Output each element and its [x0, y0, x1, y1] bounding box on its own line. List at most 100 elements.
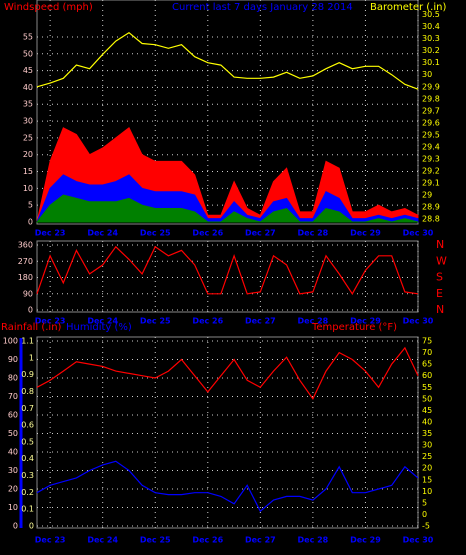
y-tick-label: 50	[8, 429, 18, 438]
y3-tick-label: 0.5	[21, 437, 34, 446]
y2-tick-label: 28.9	[422, 202, 440, 211]
y2-tick-label: E	[436, 287, 443, 300]
y-tick-label: 45	[23, 66, 33, 75]
y-tick-label: 100	[3, 337, 18, 346]
y-tick-label: 15	[23, 167, 33, 176]
y2-label: Barometer (.in)	[370, 2, 446, 13]
x-tick-label: Dec 28	[298, 317, 329, 326]
x-tick-label: Dec 23	[35, 317, 66, 326]
y2-tick-label: 29.5	[422, 130, 440, 139]
plot-frame	[36, 0, 419, 225]
x-tick-label: Dec 23	[35, 536, 66, 545]
y2-tick-label: 30.2	[422, 46, 440, 55]
y2-tick-label: 70	[422, 348, 432, 357]
y-tick-label: 0	[13, 522, 18, 531]
y2-tick-label: 75	[422, 337, 432, 346]
y2-tick-label: 30	[422, 70, 432, 79]
y-tick-label: 30	[8, 466, 18, 475]
y-tick-label: 180	[18, 273, 33, 282]
y3-tick-label: 1.1	[21, 337, 34, 346]
y2-tick-label: 29.7	[422, 106, 440, 115]
y2-tick-label: 65	[422, 360, 432, 369]
x-tick-label: Dec 25	[140, 229, 171, 238]
x-tick-label: Dec 30	[403, 317, 434, 326]
y-tick-label: 35	[23, 100, 33, 109]
y3-tick-label: 0	[29, 522, 34, 531]
y2-tick-label: 40	[422, 417, 432, 426]
y-tick-label: 40	[8, 448, 18, 457]
y2-tick-label: 0	[422, 510, 427, 519]
y-tick-label: 270	[18, 257, 33, 266]
y3-tick-label: 0.3	[21, 471, 34, 480]
x-tick-label: Dec 28	[298, 229, 329, 238]
y3-tick-label: 0.2	[21, 488, 34, 497]
y-tick-label: 10	[23, 184, 33, 193]
y2-tick-label: S	[436, 271, 443, 284]
y2-tick-label: 28.8	[422, 214, 440, 223]
y2-label: Temperature (°F)	[311, 322, 397, 333]
y2-tick-label: 29.8	[422, 94, 440, 103]
y-tick-label: 40	[23, 83, 33, 92]
y2-tick-label: 30.4	[422, 22, 440, 31]
y-label: Windspeed (mph)	[4, 2, 93, 13]
x-tick-label: Dec 24	[87, 536, 118, 545]
x-tick-label: Dec 26	[192, 317, 223, 326]
line-series	[36, 245, 419, 295]
y-tick-label: 20	[23, 150, 33, 159]
y2-tick-label: 15	[422, 475, 432, 484]
x-tick-label: Dec 26	[192, 536, 223, 545]
y2-tick-label: 29.4	[422, 142, 440, 151]
x-tick-label: Dec 29	[350, 229, 381, 238]
y2-tick-label: 50	[422, 394, 432, 403]
y-tick-label: 80	[8, 374, 18, 383]
y3-tick-label: 0.4	[21, 454, 34, 463]
y2-tick-label: 5	[422, 498, 427, 507]
line-series	[36, 346, 419, 400]
y2-tick-label: W	[436, 254, 447, 267]
x-tick-label: Dec 24	[87, 229, 118, 238]
y-tick-label: 70	[8, 392, 18, 401]
y3-tick-label: 0.1	[21, 505, 34, 514]
x-tick-label: Dec 28	[298, 536, 329, 545]
x-tick-label: Dec 29	[350, 536, 381, 545]
y2-tick-label: 29.6	[422, 118, 440, 127]
x-tick-label: Dec 27	[245, 317, 276, 326]
y-label: Humidity (%)	[66, 322, 132, 333]
y2-tick-label: 35	[422, 429, 432, 438]
x-tick-label: Dec 23	[35, 229, 66, 238]
x-tick-label: Dec 27	[245, 536, 276, 545]
y2-tick-label: 55	[422, 383, 432, 392]
y-tick-label: 20	[8, 485, 18, 494]
y-tick-label: 360	[18, 241, 33, 250]
y-tick-label: 5	[28, 201, 33, 210]
line-series	[36, 460, 419, 513]
y2-tick-label: 10	[422, 487, 432, 496]
y3-tick-label: 0.7	[21, 404, 34, 413]
y2-tick-label: 29.3	[422, 154, 440, 163]
y2-tick-label: 30.1	[422, 58, 440, 67]
area-series	[35, 194, 419, 223]
y-tick-label: 30	[23, 117, 33, 126]
y-tick-label: 10	[8, 503, 18, 512]
y2-tick-label: 45	[422, 406, 432, 415]
y-tick-label: 60	[8, 411, 18, 420]
y2-tick-label: -5	[422, 522, 430, 531]
y2-tick-label: 29.1	[422, 178, 440, 187]
y2-tick-label: 25	[422, 452, 432, 461]
y3-tick-label: 0.8	[21, 387, 34, 396]
y-tick-label: 25	[23, 133, 33, 142]
y2-tick-label: 29	[422, 190, 432, 199]
y2-tick-label: 30.3	[422, 34, 440, 43]
y3-tick-label: 0.9	[21, 370, 34, 379]
y2-tick-label: 20	[422, 464, 432, 473]
y3-tick-label: 0.6	[21, 421, 34, 430]
x-tick-label: Dec 30	[403, 536, 434, 545]
y2-tick-label: 60	[422, 371, 432, 380]
y-tick-label: 55	[23, 32, 33, 41]
x-tick-label: Dec 27	[245, 229, 276, 238]
title: Current last 7 days January 28 2014	[172, 2, 353, 13]
x-tick-label: Dec 25	[140, 536, 171, 545]
x-tick-label: Dec 30	[403, 229, 434, 238]
x-tick-label: Dec 26	[192, 229, 223, 238]
